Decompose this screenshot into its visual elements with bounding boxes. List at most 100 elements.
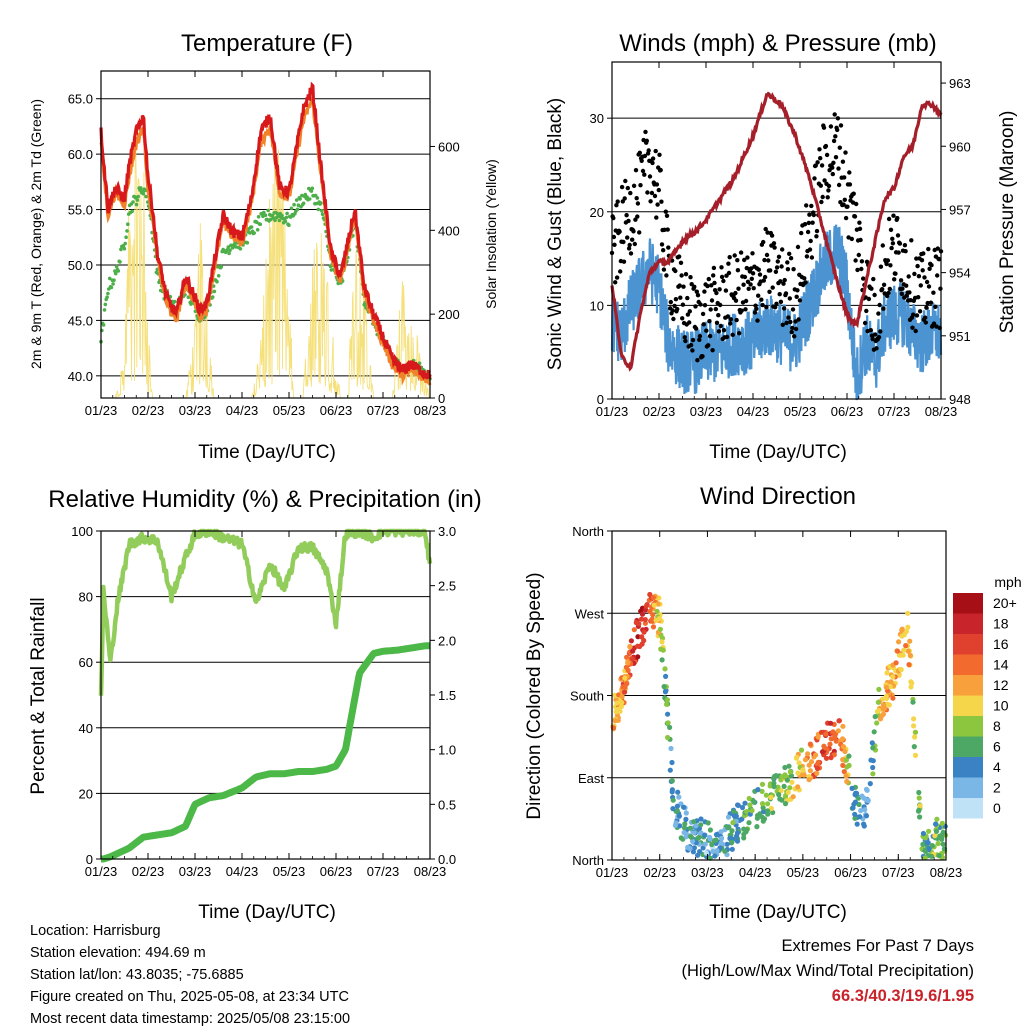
gust-point bbox=[614, 275, 620, 280]
gust-point bbox=[645, 190, 650, 195]
gust-point bbox=[694, 289, 699, 294]
gust-point bbox=[653, 148, 658, 154]
gust-point bbox=[688, 342, 694, 348]
gust-point bbox=[642, 153, 648, 159]
gust-point bbox=[679, 273, 684, 278]
direction-xtick-label: 03/23 bbox=[691, 865, 724, 880]
gust-point bbox=[906, 274, 911, 279]
dewpoint-point bbox=[238, 247, 243, 251]
direction-point bbox=[667, 724, 673, 731]
direction-point bbox=[806, 762, 812, 768]
direction-point bbox=[853, 790, 859, 796]
direction-point bbox=[875, 699, 881, 705]
temperature-xtick-label: 02/23 bbox=[132, 403, 165, 418]
dewpoint-point bbox=[320, 208, 324, 213]
humidity-y2tick-label: 2.5 bbox=[438, 579, 456, 594]
direction-point bbox=[867, 781, 873, 787]
direction-point bbox=[622, 689, 628, 695]
direction-point bbox=[763, 792, 769, 798]
direction-point bbox=[920, 841, 926, 848]
direction-point bbox=[712, 853, 718, 859]
direction-point bbox=[850, 805, 856, 811]
gust-point bbox=[856, 252, 861, 258]
direction-point bbox=[650, 595, 656, 601]
direction-point bbox=[760, 818, 766, 824]
gust-point bbox=[665, 227, 670, 232]
gust-point bbox=[881, 306, 886, 311]
dewpoint-point bbox=[101, 323, 106, 327]
direction-point bbox=[660, 647, 666, 653]
gust-point bbox=[833, 155, 839, 160]
gust-point bbox=[677, 283, 682, 288]
dewpoint-point bbox=[309, 189, 314, 193]
gust-point bbox=[655, 202, 660, 207]
dewpoint-point bbox=[144, 194, 148, 199]
direction-point bbox=[676, 794, 682, 800]
direction-point bbox=[741, 835, 747, 841]
gust-point bbox=[668, 299, 673, 305]
direction-ytick-label: North bbox=[572, 853, 604, 868]
direction-point bbox=[911, 716, 917, 722]
colorbar-swatch bbox=[953, 777, 983, 798]
gust-point bbox=[750, 251, 755, 256]
dewpoint-point bbox=[172, 299, 177, 304]
direction-point bbox=[868, 757, 874, 763]
gust-point bbox=[613, 280, 618, 285]
direction-point bbox=[790, 794, 796, 800]
gust-point bbox=[852, 214, 858, 219]
humidity-xtick-label: 08/23 bbox=[414, 864, 447, 879]
gust-point bbox=[849, 236, 854, 242]
direction-xtick-label: 05/23 bbox=[787, 865, 820, 880]
gust-point bbox=[721, 278, 726, 284]
direction-point bbox=[784, 777, 791, 783]
direction-point bbox=[768, 794, 774, 801]
direction-point bbox=[760, 805, 766, 811]
direction-point bbox=[906, 662, 912, 668]
direction-point bbox=[877, 716, 884, 722]
gust-point bbox=[697, 337, 702, 342]
humidity-xtick-label: 05/23 bbox=[273, 864, 306, 879]
direction-point bbox=[928, 853, 935, 859]
temperature-ytick-label: 55.0 bbox=[68, 203, 93, 218]
direction-point bbox=[657, 626, 664, 632]
temperature-xtick-label: 03/23 bbox=[179, 403, 212, 418]
dewpoint-point bbox=[111, 282, 115, 286]
direction-point bbox=[625, 667, 631, 674]
gust-point bbox=[763, 226, 768, 232]
gust-point bbox=[637, 150, 642, 155]
direction-point bbox=[759, 801, 766, 807]
direction-point bbox=[773, 773, 779, 779]
direction-xtick-label: 01/23 bbox=[596, 865, 629, 880]
dewpoint-point bbox=[123, 241, 127, 246]
gust-point bbox=[781, 306, 787, 311]
temperature-y2tick-label: 400 bbox=[438, 223, 460, 238]
gust-point bbox=[639, 158, 644, 163]
gust-point bbox=[726, 270, 732, 276]
dewpoint-point bbox=[228, 248, 232, 252]
colorbar-swatch bbox=[953, 675, 983, 696]
dewpoint-point bbox=[280, 213, 284, 218]
gust-point bbox=[855, 267, 860, 273]
gust-point bbox=[890, 241, 896, 246]
direction-point bbox=[612, 718, 618, 724]
gust-point bbox=[709, 298, 715, 303]
gust-point bbox=[926, 284, 932, 289]
gust-point bbox=[888, 227, 894, 232]
gust-point bbox=[634, 196, 639, 201]
gust-point bbox=[770, 285, 775, 290]
gust-point bbox=[630, 237, 635, 242]
relative-humidity-line bbox=[98, 528, 433, 696]
direction-point bbox=[836, 718, 843, 724]
direction-point bbox=[798, 747, 805, 753]
direction-point bbox=[869, 740, 875, 746]
dewpoint-point bbox=[316, 207, 321, 212]
direction-point bbox=[939, 820, 945, 826]
direction-point bbox=[650, 624, 657, 630]
gust-point bbox=[886, 216, 892, 222]
gust-point bbox=[853, 258, 858, 263]
direction-point bbox=[828, 720, 834, 726]
dewpoint-point bbox=[249, 225, 254, 229]
direction-point bbox=[832, 734, 838, 740]
gust-point bbox=[695, 358, 700, 363]
